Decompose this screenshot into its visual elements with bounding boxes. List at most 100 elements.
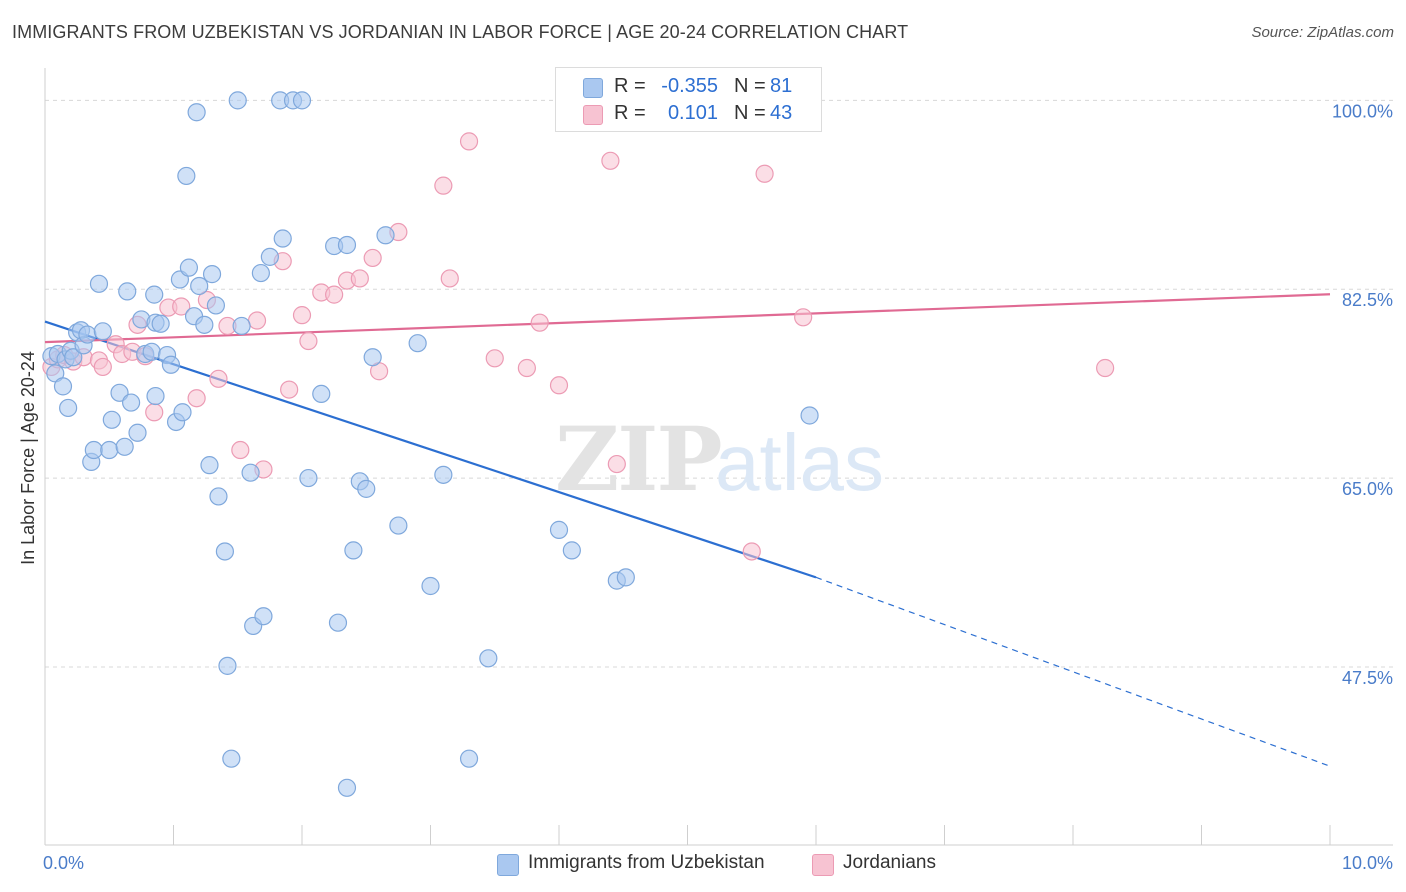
uzbekistan-point bbox=[299, 468, 318, 488]
jordanian-trend-line bbox=[44, 293, 1331, 344]
jordanian-point bbox=[434, 176, 453, 195]
jordanian-point bbox=[231, 440, 250, 460]
jordanian-point bbox=[247, 311, 267, 330]
y-axis-label: In Labor Force | Age 20-24 bbox=[18, 351, 38, 565]
uzbekistan-point bbox=[78, 325, 97, 344]
jordanian-point bbox=[209, 369, 228, 388]
uzbekistan-point bbox=[145, 285, 164, 304]
uzbekistan-point bbox=[389, 516, 408, 535]
x-tick-label: 0.0% bbox=[43, 853, 84, 873]
legend-r-value: -0.355 bbox=[661, 75, 718, 97]
y-tick-label: 100.0% bbox=[1332, 101, 1393, 121]
uzbekistan-point bbox=[209, 487, 228, 506]
uzbekistan-point bbox=[228, 91, 247, 110]
jordanian-point bbox=[187, 389, 206, 408]
uzbekistan-point bbox=[222, 749, 241, 768]
bottom-legend-swatch-uzbekistan bbox=[497, 854, 519, 876]
trend-lines bbox=[44, 293, 1331, 767]
correlation-legend: R = -0.355 N = 81 R = 0.101 N = 43 bbox=[555, 67, 822, 132]
uzbekistan-point bbox=[292, 91, 312, 110]
jordanian-point bbox=[755, 164, 774, 183]
uzbekistan-point bbox=[115, 437, 134, 456]
uzbekistan-point bbox=[89, 274, 109, 293]
uzbekistan-point bbox=[173, 403, 192, 422]
uzbekistan-point bbox=[190, 276, 209, 296]
tick-labels: 47.5% 65.0% 82.5% 100.0% 0.0% 10.0% bbox=[43, 101, 1393, 873]
uzbekistan-point bbox=[177, 166, 196, 186]
uzbekistan-point bbox=[562, 541, 581, 560]
jordanian-point bbox=[363, 248, 382, 268]
uzbekistan-point bbox=[179, 258, 199, 277]
uzbekistan-point bbox=[312, 384, 331, 404]
jordanian-point bbox=[794, 308, 813, 327]
uzbekistan-point bbox=[100, 440, 119, 460]
uzbekistan-point bbox=[363, 348, 382, 367]
bottom-legend-swatch-jordanians bbox=[812, 854, 834, 876]
jordanian-point bbox=[1096, 358, 1115, 378]
jordanian-point bbox=[530, 313, 549, 332]
uzbekistan-point bbox=[232, 316, 251, 336]
uzbekistan-point bbox=[260, 247, 279, 266]
jordanian-point bbox=[299, 331, 318, 351]
jordanian-point bbox=[549, 376, 569, 395]
jordanian-point bbox=[292, 306, 312, 325]
legend-r-label: R = bbox=[614, 75, 646, 97]
uzbekistan-trend-extension bbox=[815, 576, 1331, 767]
jordanian-point bbox=[742, 542, 761, 561]
y-tick-label: 82.5% bbox=[1342, 290, 1393, 310]
jordanian-point bbox=[607, 454, 626, 474]
uzbekistan-point bbox=[344, 541, 363, 560]
chart-title: IMMIGRANTS FROM UZBEKISTAN VS JORDANIAN … bbox=[12, 22, 909, 42]
legend-n-value: 81 bbox=[770, 75, 793, 97]
uzbekistan-point bbox=[53, 377, 73, 396]
jordanian-point bbox=[485, 349, 504, 368]
jordanian-point bbox=[325, 285, 344, 304]
uzbekistan-point bbox=[59, 398, 78, 418]
uzbekistan-point bbox=[251, 263, 270, 283]
legend-swatch-uzbekistan bbox=[583, 78, 603, 98]
uzbekistan-point bbox=[549, 520, 569, 539]
uzbekistan-point bbox=[215, 542, 234, 561]
jordanian-point bbox=[440, 269, 459, 288]
uzbekistan-point bbox=[376, 226, 395, 245]
uzbekistan-point bbox=[118, 282, 137, 301]
uzbekistan-point bbox=[187, 103, 206, 122]
uzbekistan-point bbox=[800, 406, 819, 425]
jordanian-point bbox=[145, 403, 164, 422]
uzbekistan-point bbox=[337, 778, 357, 797]
uzbekistan-point bbox=[151, 314, 170, 333]
uzbekistan-point bbox=[357, 479, 376, 498]
uzbekistan-point bbox=[102, 410, 121, 429]
uzbekistan-point bbox=[84, 440, 103, 460]
uzbekistan-point bbox=[459, 749, 479, 768]
uzbekistan-point bbox=[421, 576, 440, 596]
legend-r-value: 0.101 bbox=[667, 102, 718, 124]
data-points bbox=[42, 91, 1115, 797]
uzbekistan-point bbox=[146, 386, 165, 406]
watermark-zip: ZIP bbox=[555, 407, 721, 511]
uzbekistan-point bbox=[218, 656, 237, 675]
jordanian-point bbox=[280, 380, 299, 399]
uzbekistan-point bbox=[328, 613, 348, 632]
uzbekistan-point bbox=[93, 322, 112, 341]
uzbekistan-point bbox=[616, 568, 635, 587]
y-tick-label: 47.5% bbox=[1342, 668, 1393, 688]
jordanian-point bbox=[459, 132, 479, 151]
grid-lines bbox=[45, 99, 1393, 668]
legend-n-label: N = bbox=[734, 102, 766, 124]
jordanian-point bbox=[172, 297, 191, 316]
uzbekistan-point bbox=[434, 465, 453, 484]
uzbekistan-point bbox=[200, 456, 219, 475]
legend-swatch-jordanians bbox=[583, 105, 603, 125]
legend-r-label: R = bbox=[614, 102, 646, 124]
bottom-legend-label-uzbekistan: Immigrants from Uzbekistan bbox=[528, 852, 765, 873]
jordanian-point bbox=[601, 151, 620, 170]
watermark: ZIP atlas bbox=[555, 407, 884, 511]
bottom-legend-label-jordanians: Jordanians bbox=[843, 852, 936, 873]
uzbekistan-point bbox=[121, 393, 141, 412]
uzbekistan-point bbox=[337, 235, 357, 255]
uzbekistan-point bbox=[273, 229, 292, 248]
uzbekistan-point bbox=[206, 296, 226, 315]
uzbekistan-point bbox=[64, 348, 83, 367]
